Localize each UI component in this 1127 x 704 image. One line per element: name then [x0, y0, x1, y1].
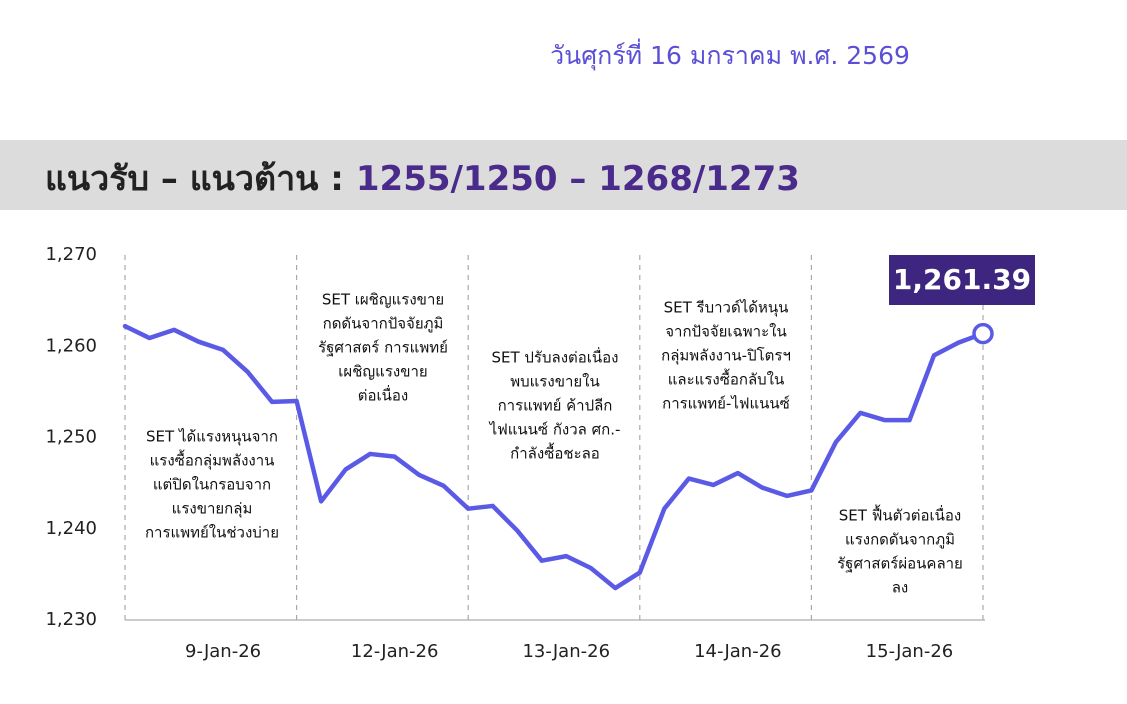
y-tick-label: 1,260 [45, 335, 97, 356]
x-tick-label: 15-Jan-26 [866, 641, 954, 662]
value-label: 1,261.39 [893, 263, 1031, 296]
annotation: แรงซื้อกลุ่มพลังงาน [150, 450, 275, 471]
y-tick-label: 1,230 [45, 609, 97, 630]
annotation: เผชิญแรงขาย [338, 363, 427, 381]
annotation: รัฐศาสตร์ การแพทย์ [318, 339, 448, 357]
x-tick-label: 9-Jan-26 [185, 641, 261, 662]
y-tick-label: 1,270 [45, 244, 97, 265]
annotation: การแพทย์-ไฟแนนซ์ [662, 395, 790, 413]
annotation: ไฟแนนซ์ กังวล ศก.- [489, 421, 621, 439]
date: วันศุกร์ที่ 16 มกราคม พ.ศ. 2569 [550, 38, 910, 71]
annotation: แรงกดดันจากภูมิ [845, 531, 955, 549]
y-tick-label: 1,240 [45, 518, 97, 539]
annotation: SET ฟื้นตัวต่อเนื่อง [839, 505, 961, 525]
header-band [0, 140, 1127, 210]
last-point [972, 322, 994, 345]
annotation: การแพทย์ ค้าปลีก [498, 397, 613, 415]
annotation: ต่อเนื่อง [358, 385, 408, 405]
y-tick-label: 1,250 [45, 427, 97, 448]
x-tick-label: 12-Jan-26 [351, 641, 439, 662]
x-tick-label: 13-Jan-26 [522, 641, 610, 662]
annotation: กดดันจากปัจจัยภูมิ [323, 315, 444, 333]
value-label-box [889, 255, 1035, 305]
annotation: จากปัจจัยเฉพาะใน [665, 323, 786, 341]
annotation: SET ปรับลงต่อเนื่อง [491, 347, 618, 367]
annotation: กลุ่มพลังงาน-ปิโตรฯ [661, 347, 791, 366]
annotation: การแพทย์ในช่วงบ่าย [145, 524, 279, 542]
annotation: แต่ปิดในกรอบจาก [153, 476, 271, 494]
x-tick-label: 14-Jan-26 [694, 641, 782, 662]
annotation: แรงขายกลุ่ม [172, 500, 253, 519]
annotation: ลง [892, 579, 909, 597]
header-levels: 1255/1250 – 1268/1273 [356, 159, 800, 199]
price-line [122, 323, 986, 591]
annotation: SET รีบาวด์ได้หนุน [664, 299, 789, 318]
header-label: แนวรับ – แนวต้าน : [45, 159, 344, 199]
annotation: กำลังซื้อชะลอ [510, 443, 600, 463]
annotation: พบแรงขายใน [510, 373, 600, 391]
header: แนวรับ – แนวต้าน : 1255/1250 – 1268/1273 [45, 159, 800, 199]
annotation: และแรงซื้อกลับใน [668, 369, 785, 389]
annotation: SET ได้แรงหนุนจาก [146, 428, 278, 447]
annotation: SET เผชิญแรงขาย [322, 291, 444, 309]
annotation: รัฐศาสตร์ผ่อนคลาย [837, 555, 963, 573]
